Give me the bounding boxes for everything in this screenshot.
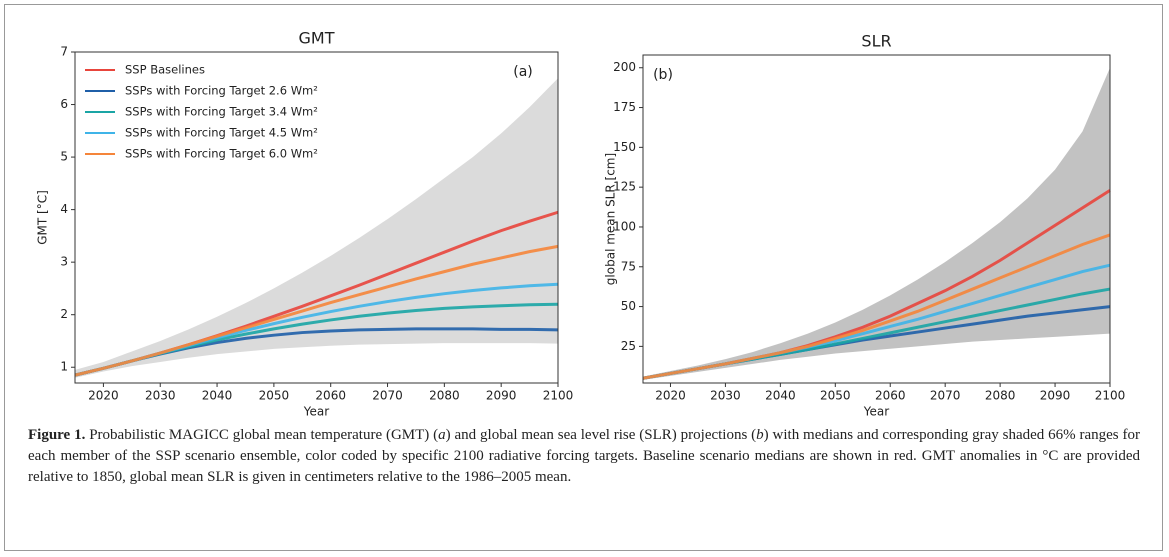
y-tick-label: 1 (60, 360, 68, 374)
legend-label: SSPs with Forcing Target 4.5 Wm² (125, 126, 318, 140)
y-tick-label: 6 (60, 97, 68, 111)
y-tick-label: 125 (613, 180, 636, 194)
range-band (643, 67, 1110, 380)
caption-text: Probabilistic MAGICC global mean tempera… (85, 427, 439, 443)
panel-label: (b) (653, 67, 673, 83)
x-tick-label: 2080 (429, 389, 460, 403)
x-tick-label: 2050 (259, 389, 290, 403)
x-axis-label: Year (863, 405, 889, 419)
median-line (642, 233, 1111, 380)
x-tick-label: 2070 (372, 389, 403, 403)
legend-label: SSP Baselines (125, 63, 205, 77)
x-tick-label: 2100 (1095, 389, 1126, 403)
y-tick-label: 3 (60, 255, 68, 269)
x-tick-label: 2090 (486, 389, 517, 403)
y-tick-label: 5 (60, 150, 68, 164)
legend-label: SSPs with Forcing Target 2.6 Wm² (125, 84, 318, 98)
caption-text: b (756, 427, 764, 443)
legend-label: SSPs with Forcing Target 6.0 Wm² (125, 147, 318, 161)
figure-frame (4, 4, 1163, 551)
chart-title: GMT (299, 29, 335, 48)
x-tick-label: 2040 (765, 389, 796, 403)
x-tick-label: 2100 (543, 389, 574, 403)
plot-frame (642, 54, 1111, 384)
y-tick-label: 7 (60, 45, 68, 59)
x-tick-label: 2060 (875, 389, 906, 403)
median-line (74, 244, 559, 377)
panel-label: (a) (513, 64, 533, 80)
y-tick-label: 150 (613, 140, 636, 154)
y-tick-label: 4 (60, 202, 68, 216)
x-tick-label: 2020 (88, 389, 119, 403)
x-tick-label: 2060 (315, 389, 346, 403)
y-tick-label: 100 (613, 219, 636, 233)
x-tick-label: 2040 (202, 389, 233, 403)
x-tick-label: 2050 (820, 389, 851, 403)
legend-label: SSPs with Forcing Target 3.4 Wm² (125, 105, 318, 119)
y-tick-label: 25 (621, 339, 636, 353)
y-tick-label: 50 (621, 299, 636, 313)
x-tick-label: 2020 (655, 389, 686, 403)
chart-title: SLR (861, 32, 891, 51)
y-tick-label: 175 (613, 100, 636, 114)
x-axis-label: Year (303, 405, 329, 419)
x-tick-label: 2030 (710, 389, 741, 403)
y-axis-label: global mean SLR [cm] (604, 153, 618, 285)
caption: Figure 1. Probabilistic MAGICC global me… (28, 425, 1140, 488)
y-tick-label: 2 (60, 307, 68, 321)
x-tick-label: 2090 (1040, 389, 1071, 403)
x-tick-label: 2030 (145, 389, 176, 403)
x-tick-label: 2070 (930, 389, 961, 403)
caption-text: Figure 1. (28, 427, 86, 443)
caption-text: ) and global mean sea level rise (SLR) p… (445, 427, 757, 443)
caption-text: a (438, 427, 446, 443)
range-band (75, 78, 558, 378)
plot-frame (74, 51, 559, 384)
y-axis-label: GMT [°C] (36, 190, 50, 245)
y-tick-label: 75 (621, 259, 636, 273)
y-tick-label: 200 (613, 60, 636, 74)
caption-text: ) with medians and corresponding gray sh… (28, 427, 1141, 485)
x-tick-label: 2080 (985, 389, 1016, 403)
